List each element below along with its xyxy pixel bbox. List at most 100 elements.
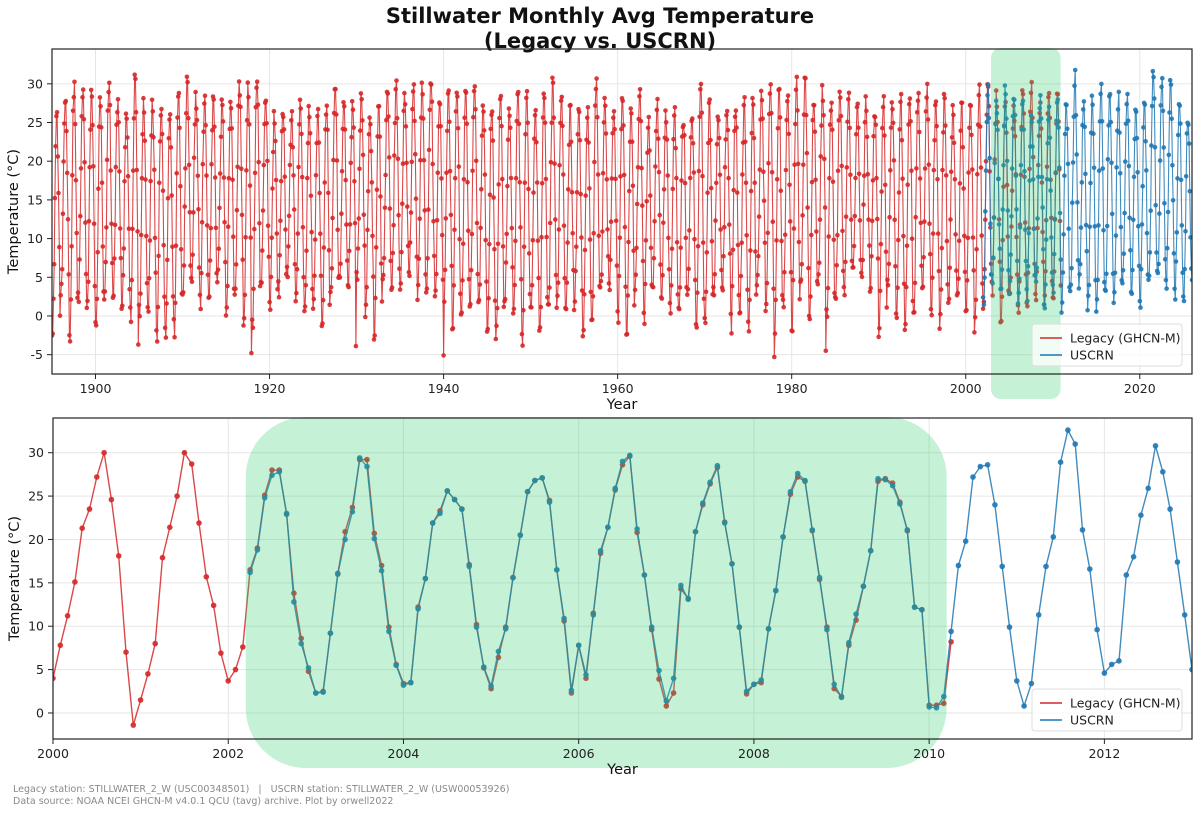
data-point-legacy	[59, 281, 64, 287]
data-point-legacy	[844, 165, 850, 170]
data-point-legacy	[425, 255, 430, 261]
data-point-legacy	[59, 267, 65, 272]
data-point-legacy	[388, 258, 394, 264]
data-point-legacy	[648, 193, 653, 198]
data-point-legacy	[101, 297, 107, 302]
data-point-legacy	[259, 280, 264, 286]
data-point-legacy	[112, 256, 117, 261]
data-point-legacy	[194, 106, 199, 111]
data-point-uscrn	[517, 532, 524, 538]
data-point-legacy	[600, 229, 605, 234]
data-point-legacy	[862, 119, 868, 125]
data-point-legacy	[471, 88, 477, 94]
data-point-legacy	[486, 296, 491, 301]
data-point-legacy	[628, 106, 633, 111]
data-point-legacy	[316, 140, 322, 145]
data-point-legacy	[130, 722, 137, 728]
data-point-legacy	[315, 106, 321, 112]
data-point-legacy	[669, 283, 674, 288]
data-point-legacy	[768, 82, 773, 87]
data-point-uscrn	[1008, 252, 1013, 257]
data-point-legacy	[187, 210, 193, 215]
data-point-legacy	[364, 284, 370, 290]
data-point-uscrn	[1030, 177, 1036, 182]
data-point-legacy	[947, 265, 953, 271]
data-point-legacy	[745, 287, 750, 293]
data-point-uscrn	[985, 82, 991, 88]
data-point-legacy	[586, 140, 591, 145]
data-point-legacy	[141, 110, 147, 115]
data-point-legacy	[795, 108, 800, 113]
data-point-uscrn	[996, 222, 1002, 227]
data-point-legacy	[416, 256, 422, 262]
data-point-legacy	[67, 339, 73, 344]
data-point-legacy	[948, 217, 953, 222]
data-point-legacy	[924, 95, 929, 100]
data-point-uscrn	[1029, 119, 1034, 125]
data-point-legacy	[117, 226, 123, 231]
data-point-legacy	[864, 108, 869, 114]
data-point-legacy	[685, 292, 690, 298]
data-point-legacy	[323, 112, 329, 117]
data-point-legacy	[639, 165, 644, 171]
data-point-legacy	[239, 212, 245, 218]
data-point-legacy	[804, 150, 810, 156]
data-point-legacy	[610, 131, 615, 136]
data-point-legacy	[671, 136, 676, 142]
data-point-legacy	[438, 123, 444, 129]
data-point-legacy	[608, 257, 613, 263]
data-point-uscrn	[692, 528, 699, 535]
data-point-legacy	[464, 121, 470, 126]
data-point-legacy	[254, 79, 260, 84]
data-point-legacy	[847, 125, 852, 131]
data-point-legacy	[972, 330, 977, 335]
data-point-uscrn	[999, 267, 1005, 272]
data-point-legacy	[412, 118, 417, 124]
data-point-uscrn	[247, 569, 253, 576]
data-point-legacy	[740, 172, 745, 177]
data-point-legacy	[203, 123, 208, 128]
data-point-legacy	[392, 153, 397, 158]
data-point-legacy	[755, 272, 760, 278]
data-point-legacy	[678, 245, 683, 250]
data-point-legacy	[409, 159, 415, 165]
data-point-legacy	[803, 112, 809, 118]
data-point-uscrn	[1051, 290, 1056, 296]
data-point-legacy	[563, 306, 569, 312]
data-point-legacy	[703, 320, 708, 326]
data-point-legacy	[212, 124, 217, 129]
data-point-legacy	[592, 159, 597, 165]
data-point-legacy	[744, 233, 749, 238]
data-point-legacy	[220, 102, 225, 108]
data-point-uscrn	[846, 639, 852, 646]
data-point-legacy	[999, 294, 1005, 300]
data-point-legacy	[218, 134, 224, 140]
data-point-uscrn	[1033, 272, 1038, 278]
data-point-legacy	[763, 308, 768, 314]
data-point-legacy	[977, 124, 983, 129]
data-point-legacy	[834, 263, 839, 268]
data-point-legacy	[507, 113, 512, 119]
data-point-legacy	[325, 127, 330, 133]
data-point-legacy	[160, 188, 166, 193]
data-point-legacy	[337, 275, 343, 280]
data-point-legacy	[907, 96, 913, 101]
data-point-legacy	[339, 211, 344, 216]
data-point-legacy	[433, 288, 438, 293]
data-point-legacy	[90, 122, 95, 128]
data-point-uscrn	[1050, 282, 1056, 288]
y-tick-label: 0	[35, 308, 43, 323]
data-point-legacy	[198, 306, 203, 312]
data-point-legacy	[621, 172, 627, 178]
y-tick-label: 10	[27, 231, 43, 246]
data-point-legacy	[162, 294, 167, 300]
data-point-legacy	[404, 160, 409, 166]
data-point-legacy	[344, 222, 349, 227]
data-point-legacy	[455, 94, 460, 99]
data-point-legacy	[401, 108, 407, 114]
data-point-uscrn	[1164, 286, 1169, 291]
data-point-legacy	[541, 91, 546, 96]
data-point-uscrn	[1082, 124, 1087, 130]
data-point-legacy	[468, 301, 473, 307]
